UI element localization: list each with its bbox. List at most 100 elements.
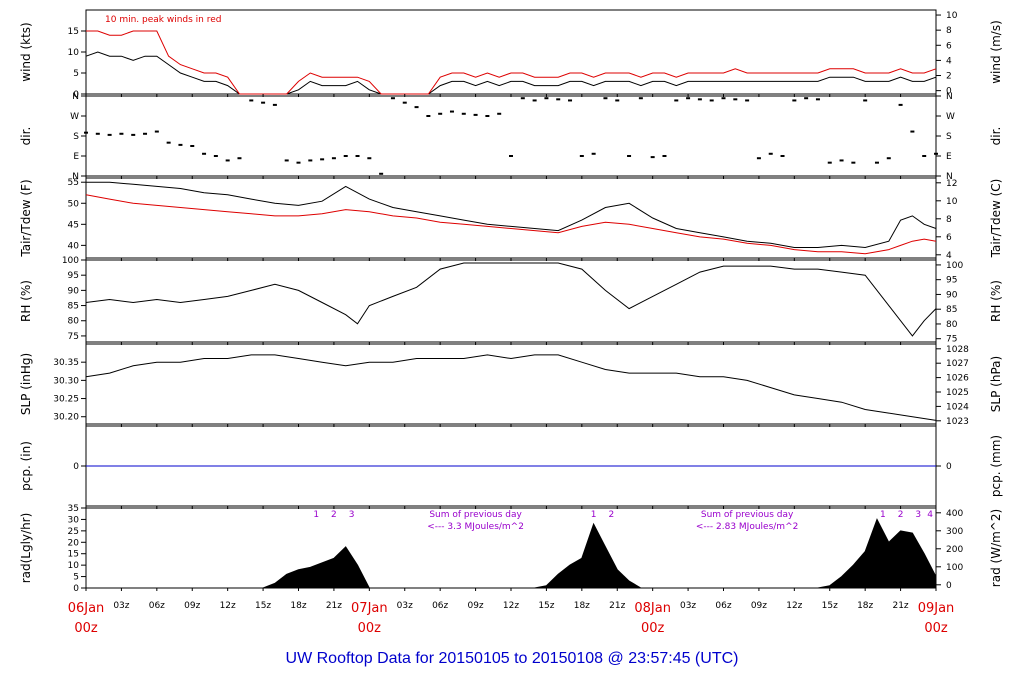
slp-ylabel-right: SLP (hPa) <box>989 356 1003 412</box>
dir-point <box>709 99 714 102</box>
dir-point <box>379 172 384 175</box>
dir-point <box>438 112 443 115</box>
slp-ytick-label: 30.35 <box>53 358 79 368</box>
time-tick-label: 09z <box>467 601 483 611</box>
dir-point <box>296 161 301 164</box>
dir-point <box>308 159 313 162</box>
temp-ylabel-right: Tair/Tdew (C) <box>989 179 1003 259</box>
rad-ytick-label: 35 <box>68 504 79 514</box>
rad-note: Sum of previous day <box>701 510 794 520</box>
dir-point <box>733 98 738 101</box>
rh-ytick-label: 95 <box>68 271 79 281</box>
dir-point <box>331 157 336 160</box>
dir-point <box>591 152 596 155</box>
dir-point <box>650 156 655 159</box>
dir-point <box>190 145 195 147</box>
date-tick-label: 07Jan <box>351 601 388 616</box>
rh-ytick-right-label: 90 <box>946 290 958 300</box>
dir-point <box>414 106 419 109</box>
time-tick-label: 21z <box>892 601 908 611</box>
time-tick-label: 03z <box>113 601 129 611</box>
dir-point <box>568 99 573 102</box>
slp-ytick-label: 30.20 <box>53 413 79 423</box>
slp-ytick-right-label: 1028 <box>946 345 969 355</box>
wind-ytick-right-label: 10 <box>946 11 958 21</box>
wind-ytick-label: 0 <box>73 90 79 100</box>
rad-peak-marker: 2 <box>898 510 904 520</box>
dir-point <box>780 155 785 157</box>
dir-ytick-label: N <box>72 172 79 182</box>
dir-point <box>119 132 124 135</box>
dir-point <box>804 97 809 100</box>
dir-ytick-label: W <box>70 112 79 122</box>
dir-point <box>473 113 478 116</box>
dir-point <box>225 159 230 162</box>
wind-annotation: 10 min. peak winds in red <box>105 15 222 25</box>
time-tick-label: 09z <box>184 601 200 611</box>
rad-ytick-label: 30 <box>68 515 80 525</box>
dir-point <box>697 98 702 101</box>
time-tick-label: 09z <box>751 601 767 611</box>
dir-point <box>922 155 927 157</box>
wind-ytick-right-label: 4 <box>946 56 952 66</box>
dir-point <box>143 132 148 135</box>
wind-ytick-right-label: 6 <box>946 41 952 51</box>
slp-frame <box>85 343 937 425</box>
dir-point <box>497 112 502 115</box>
slp-ylabel: SLP (inHg) <box>19 353 33 415</box>
time-tick-label: 03z <box>680 601 696 611</box>
time-tick-label: 03z <box>397 601 413 611</box>
dir-ytick-label: N <box>72 92 79 102</box>
slp-ytick-right-label: 1024 <box>946 402 969 412</box>
rad-ytick-label: 25 <box>68 527 79 537</box>
temp-ytick-label: 55 <box>68 178 79 188</box>
rad-ytick-label: 10 <box>68 561 80 571</box>
rad-peak-marker: 1 <box>880 510 886 520</box>
temp-ytick-right-label: 10 <box>946 197 958 207</box>
rad-ylabel-right: rad (W/m^2) <box>989 509 1003 587</box>
dir-point <box>827 161 832 164</box>
dir-point <box>343 155 348 157</box>
dir-point <box>756 157 761 160</box>
dir-ytick-label: S <box>73 132 79 142</box>
dir-point <box>426 115 431 117</box>
dir-point <box>815 98 820 101</box>
dir-point <box>449 110 454 113</box>
dir-point <box>662 155 667 157</box>
dir-point <box>863 99 868 102</box>
rad-ytick-label: 0 <box>73 584 79 594</box>
rad-ytick-right-label: 300 <box>946 527 963 537</box>
wind-ytick-label: 15 <box>68 27 79 37</box>
rh-ylabel: RH (%) <box>19 280 33 322</box>
temp-series-line <box>85 194 937 255</box>
pcp-ylabel-right: pcp. (mm) <box>989 435 1003 497</box>
dir-point <box>402 101 407 104</box>
dir-point <box>202 152 207 155</box>
dir-point <box>485 115 490 117</box>
dir-point <box>934 152 938 155</box>
rh-ytick-right-label: 100 <box>946 261 963 271</box>
dir-ytick-label: E <box>73 152 79 162</box>
rh-ytick-right-label: 80 <box>946 320 958 330</box>
wind-ytick-right-label: 0 <box>946 87 952 97</box>
temp-ytick-label: 50 <box>68 199 80 209</box>
dir-ytick-right-label: E <box>946 152 952 162</box>
temp-ytick-right-label: 4 <box>946 251 952 261</box>
temp-ytick-right-label: 8 <box>946 215 952 225</box>
time-tick-label: 21z <box>326 601 342 611</box>
dir-point <box>107 133 112 136</box>
dir-ytick-right-label: N <box>946 92 953 102</box>
dir-point <box>674 99 679 102</box>
wind-series-line <box>86 30 937 95</box>
dir-point <box>792 99 797 102</box>
dir-point <box>249 99 254 102</box>
slp-ytick-right-label: 1023 <box>946 417 969 427</box>
dir-point <box>261 101 266 104</box>
date-tick-label: 06Jan <box>68 601 105 616</box>
dir-point <box>84 131 88 134</box>
page-title: UW Rooftop Data for 20150105 to 20150108… <box>285 650 739 667</box>
rad-peak-marker: 4 <box>927 510 933 520</box>
time-tick-label: 18z <box>574 601 590 611</box>
dir-point <box>768 152 773 155</box>
rad-note: Sum of previous day <box>429 510 522 520</box>
